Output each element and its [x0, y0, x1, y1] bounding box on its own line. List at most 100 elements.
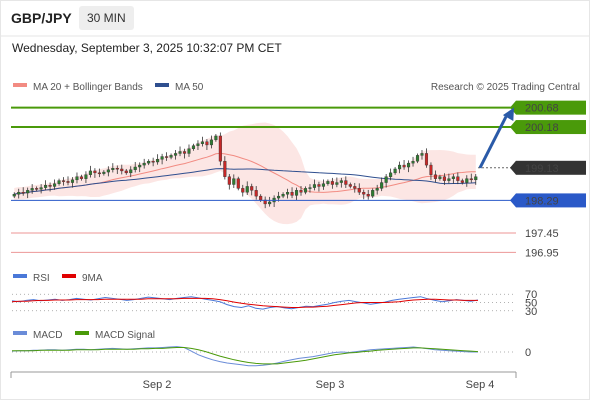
candle-body — [294, 190, 299, 196]
candle-body — [124, 170, 128, 174]
candle-body — [402, 164, 406, 168]
rsi-ma-line — [11, 297, 478, 308]
candle-body — [357, 188, 361, 193]
candle-body — [196, 143, 200, 146]
candle-body — [57, 180, 61, 184]
legend-label-bollinger: MA 20 + Bollinger Bands — [33, 82, 143, 93]
candle-body — [214, 135, 218, 141]
level-tag — [516, 100, 586, 115]
candle-body — [205, 141, 209, 146]
x-tick-label: Sep 4 — [466, 379, 495, 391]
candle-body — [398, 164, 402, 170]
candle-body — [70, 179, 75, 183]
candle-body — [241, 188, 245, 193]
macd-tick-label: 0 — [525, 347, 531, 359]
candle-body — [133, 166, 137, 170]
legend-label-ma50: MA 50 — [175, 82, 204, 93]
legend-label-rsi-ma: 9MA — [82, 273, 103, 284]
candle-body — [424, 153, 429, 166]
candle-body — [456, 176, 460, 181]
candle-body — [290, 192, 294, 196]
candle-body — [451, 176, 455, 179]
candle-body — [303, 188, 308, 193]
candle-body — [39, 187, 43, 190]
candle-body — [411, 161, 415, 164]
candle-body — [30, 188, 34, 191]
rsi-tick-label: 50 — [525, 298, 537, 310]
candle-body — [120, 168, 124, 172]
ma50-line — [14, 168, 476, 195]
candle-body — [26, 190, 30, 194]
interval-badge[interactable]: 30 MIN — [79, 6, 134, 30]
credit-text: Research © 2025 Trading Central — [431, 82, 580, 93]
legend-label-rsi: RSI — [33, 273, 50, 284]
candle-body — [447, 178, 451, 181]
candle-body — [380, 182, 384, 189]
candle-body — [209, 139, 213, 146]
x-tick-label: Sep 3 — [316, 379, 345, 391]
projection-arrow-shaft — [478, 115, 508, 169]
legend-label-macd-signal: MACD Signal — [95, 330, 155, 341]
candle-body — [165, 156, 169, 158]
legend-label-macd: MACD — [33, 330, 62, 341]
candle-body — [138, 164, 142, 168]
candle-body — [93, 170, 97, 174]
candle-body — [66, 181, 70, 183]
candle-body — [79, 176, 83, 179]
candle-body — [156, 159, 160, 163]
candle-body — [286, 192, 290, 195]
candle-body — [48, 185, 52, 187]
candle-body — [35, 188, 39, 190]
rsi-tick-label: 70 — [525, 289, 537, 301]
candle-body — [102, 171, 106, 174]
bollinger-band — [14, 122, 476, 225]
rsi-line — [11, 296, 479, 310]
candle-body — [393, 168, 397, 174]
candle-body — [147, 161, 151, 164]
candle-body — [232, 178, 236, 185]
candle-body — [460, 180, 464, 183]
candle-body — [330, 181, 334, 185]
candle-body — [245, 186, 249, 193]
candle-body — [200, 141, 204, 144]
candle-body — [335, 182, 339, 185]
legend-swatch-ma50 — [155, 83, 169, 87]
level-tag-pointer — [510, 160, 516, 175]
legend-swatch-bollinger — [13, 83, 27, 87]
candle-body — [312, 184, 316, 188]
candle-body — [151, 161, 155, 163]
candle-body — [12, 193, 16, 197]
candle-body — [371, 190, 375, 197]
candle-body — [75, 176, 79, 181]
candle-body — [469, 178, 473, 181]
candle-body — [384, 176, 388, 183]
candle-body — [321, 183, 325, 187]
candle-body — [366, 193, 370, 197]
candle-body — [191, 145, 196, 149]
candle-body — [218, 135, 222, 162]
candle-body — [236, 178, 240, 189]
macd-signal-line — [12, 347, 479, 365]
candle-body — [375, 188, 379, 191]
candle-body — [111, 167, 115, 170]
candle-body — [142, 162, 146, 166]
candle-body — [442, 176, 446, 181]
candle-body — [317, 184, 321, 187]
candle-body — [353, 186, 357, 189]
level-tag — [516, 120, 586, 135]
candle-body — [21, 192, 25, 194]
level-tag-pointer — [510, 100, 516, 115]
chart-header: GBP/JPY 30 MIN — [0, 0, 590, 36]
x-tick-label: Sep 2 — [143, 379, 172, 391]
rsi-tick-label: 30 — [525, 306, 537, 318]
candle-body — [250, 186, 254, 191]
candle-body — [227, 176, 231, 185]
level-label: 199.13 — [525, 163, 559, 175]
level-tag-pointer — [510, 193, 516, 208]
candle-body — [187, 148, 191, 154]
candle-body — [44, 185, 48, 188]
price-panel — [12, 122, 478, 225]
legend-swatch-macd — [13, 331, 27, 335]
